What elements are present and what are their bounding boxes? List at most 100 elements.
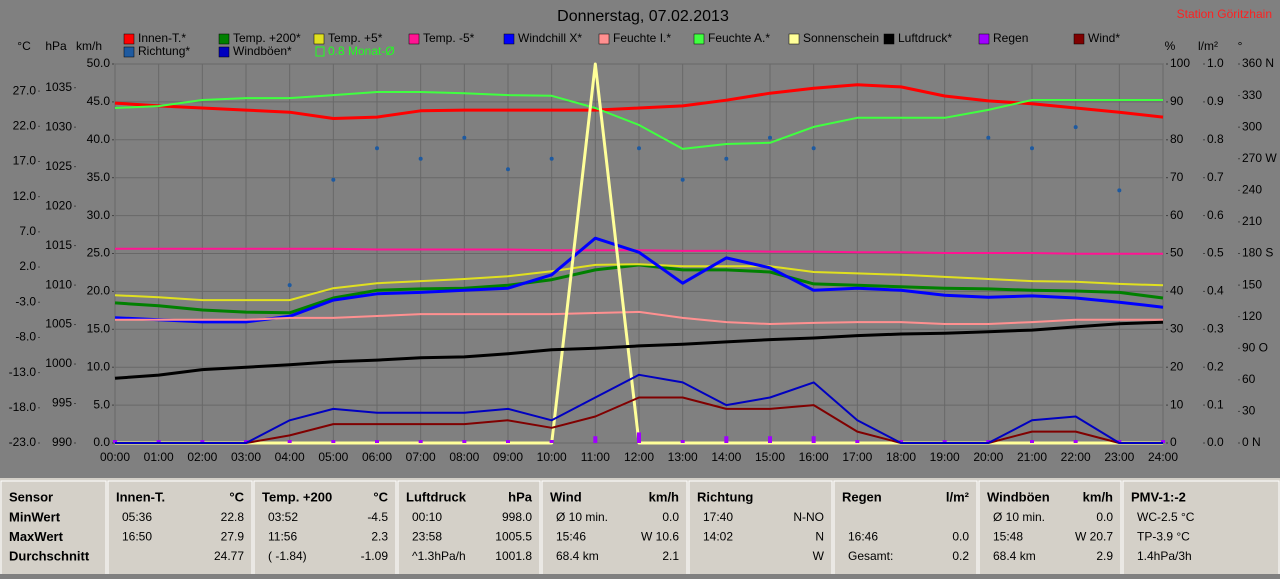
y-tick-label: 17.0 [13, 154, 37, 168]
y-tick-label: 1005 [45, 317, 72, 331]
cell: -1.09 [361, 549, 389, 563]
legend-swatch [218, 46, 230, 58]
rain-bar [156, 440, 161, 443]
legend-swatch [883, 33, 895, 45]
legend-label: Regen [993, 31, 1028, 45]
rain-bar [986, 440, 991, 443]
y-tick-label: 100 [1170, 56, 1190, 70]
y-tick-label: 50.0 [87, 56, 111, 70]
y-tick-label: -23.0 [9, 435, 37, 449]
x-tick-label: 18:00 [886, 450, 916, 464]
y-tick-label: -8.0 [15, 330, 36, 344]
chart-title: Donnerstag, 07.02.2013 [557, 8, 729, 25]
cell: -4.5 [367, 510, 388, 524]
panel-title: Wind [550, 489, 582, 504]
y-tick-label: 50 [1170, 246, 1184, 260]
legend-swatch [408, 33, 420, 45]
legend-label: Sonnenschein [803, 31, 879, 45]
direction-dot [680, 177, 685, 182]
panel [0, 480, 107, 579]
y-tick-label: 0.3 [1207, 321, 1224, 335]
cell: 998.0 [502, 510, 532, 524]
y-tick-label: 5.0 [93, 397, 110, 411]
x-tick-label: 11:00 [581, 450, 610, 464]
cell: 14:02 [703, 530, 733, 544]
series-line [115, 247, 1163, 255]
y-tick-label: 0.6 [1207, 208, 1224, 222]
cell: 23:58 [412, 530, 442, 544]
cell: MaxWert [9, 529, 64, 544]
y-tick-label: 1020 [45, 198, 72, 212]
y-tick-label: 20.0 [87, 284, 111, 298]
cell: 16:50 [122, 530, 152, 544]
direction-dot [549, 156, 554, 161]
y-tick-label: 2.0 [19, 259, 36, 273]
y-tick-label: 90 [1170, 94, 1184, 108]
cell: 68.4 km [556, 549, 599, 563]
cell: Gesamt: [848, 549, 893, 563]
legend-label: Temp. -5* [423, 31, 475, 45]
panel-title: Temp. +200 [262, 489, 332, 504]
rain-bar [899, 440, 903, 443]
cell: ( -1.84) [268, 549, 307, 563]
y-tick-label: 40 [1170, 284, 1184, 298]
direction-dot [287, 283, 292, 288]
y-tick-label: 7.0 [19, 224, 36, 238]
y-tick-label: -13.0 [9, 365, 37, 379]
y-tick-label: 45.0 [87, 94, 111, 108]
cell: 0.0 [662, 510, 679, 524]
panel-unit: km/h [649, 489, 679, 504]
y-tick-label: 0.2 [1207, 359, 1224, 373]
panel-title: Innen-T. [116, 489, 165, 504]
panel-unit: l/m² [946, 489, 970, 504]
y-tick-label: 0.1 [1207, 397, 1224, 411]
panel [833, 480, 978, 579]
legend-label: Innen-T.* [138, 31, 186, 45]
y-tick-label: 22.0 [13, 118, 37, 132]
axis-unit: km/h [76, 39, 102, 53]
panel-title: Regen [842, 489, 882, 504]
y-tick-label: 0.7 [1207, 170, 1224, 184]
cell: 16:46 [848, 530, 878, 544]
x-tick-label: 15:00 [755, 450, 785, 464]
y-tick-label: 0.8 [1207, 132, 1224, 146]
y-tick-label: 995 [52, 396, 72, 410]
y-tick-label: 240 [1242, 183, 1262, 197]
panel-title: Sensor [9, 489, 53, 504]
y-tick-label: 30.0 [87, 208, 111, 222]
panel [107, 480, 253, 579]
cell: 1005.5 [495, 530, 532, 544]
legend-swatch [503, 33, 515, 45]
cell: N [815, 530, 824, 544]
direction-dot [331, 177, 336, 182]
y-tick-label: 0 [1170, 435, 1177, 449]
y-tick-label: 1030 [45, 119, 72, 133]
y-tick-label: -3.0 [15, 294, 36, 308]
direction-dot [1030, 146, 1034, 151]
direction-dot [986, 135, 991, 140]
cell: MinWert [9, 509, 61, 524]
legend-note: 0.8 Monat-Ø [328, 44, 395, 58]
panel-unit: °C [229, 489, 244, 504]
rain-bar [1161, 440, 1165, 443]
y-tick-label: 40.0 [87, 132, 111, 146]
y-tick-label: 0.0 [93, 435, 110, 449]
y-tick-label: 1010 [45, 277, 72, 291]
panel-title: Windböen [987, 489, 1050, 504]
rain-bar [418, 440, 423, 443]
y-tick-label: 1.0 [1207, 56, 1224, 70]
panel [688, 480, 833, 579]
panel [253, 480, 397, 579]
legend-swatch [315, 46, 325, 57]
y-tick-label: 30 [1242, 404, 1256, 418]
x-tick-label: 19:00 [930, 450, 960, 464]
legend-swatch [123, 46, 135, 58]
rain-bar [244, 440, 248, 443]
rain-bar [549, 440, 554, 443]
y-tick-label: 1025 [45, 159, 72, 173]
rain-bar [768, 436, 772, 443]
legend-swatch [313, 33, 325, 45]
y-tick-label: 35.0 [87, 170, 111, 184]
legend-label: Richtung* [138, 44, 190, 58]
x-tick-label: 09:00 [493, 450, 523, 464]
